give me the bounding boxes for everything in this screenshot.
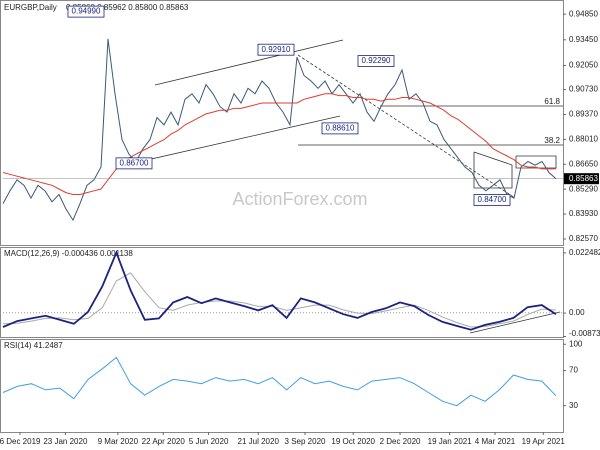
- ohlc-label: 0.85860 0.85962 0.85800 0.85863: [66, 3, 189, 12]
- y-tick-label: 0.92050: [569, 61, 598, 70]
- price-annotation: 0.94990: [72, 7, 101, 16]
- y-tick-label: 0.85290: [569, 184, 598, 193]
- channel-line: [124, 115, 341, 166]
- y-tick-label: 100: [569, 339, 583, 348]
- x-tick-label: 6 Dec 2019: [0, 437, 41, 446]
- y-tick-label: 0.90730: [569, 85, 598, 94]
- channel-line: [154, 39, 344, 86]
- y-tick-label: 0.93450: [569, 35, 598, 44]
- series-line: [2, 93, 556, 195]
- y-tick-label: 0.022482: [569, 248, 600, 257]
- macd-panel: [0, 247, 564, 338]
- series-line: [2, 356, 557, 407]
- rsi-label: RSI(14) 41.2487: [4, 341, 63, 350]
- x-tick-label: 23 Jan 2020: [43, 437, 88, 446]
- price-panel: [0, 0, 564, 246]
- y-tick-label: 0.94850: [569, 9, 598, 18]
- series-line: [2, 272, 557, 328]
- x-tick-label: 3 Sep 2020: [285, 437, 326, 446]
- y-tick-label: 0.83930: [569, 209, 598, 218]
- y-tick-label: -0.008736: [569, 329, 600, 338]
- fib-label: 61.8: [544, 97, 560, 106]
- price-annotation-box: [67, 5, 105, 18]
- last-price-label: 0.85863: [569, 174, 598, 183]
- y-tick-label: 0.88010: [569, 134, 598, 143]
- x-tick-label: 19 Jan 2021: [428, 437, 473, 446]
- price-annotation-box: [257, 43, 295, 56]
- rsi-panel: [0, 339, 564, 433]
- series-line: [2, 250, 557, 331]
- series-line: [2, 38, 557, 222]
- x-tick-label: 2 Dec 2020: [380, 437, 421, 446]
- price-annotation-box: [473, 194, 511, 206]
- x-tick-label: 9 Mar 2020: [98, 437, 139, 446]
- trend-line: [297, 54, 516, 199]
- y-tick-label: 70: [569, 366, 578, 375]
- x-tick-label: 5 Jun 2020: [189, 437, 229, 446]
- watermark: ActionForex.com: [232, 189, 367, 209]
- x-tick-label: 19 Apr 2021: [522, 437, 566, 446]
- price-annotation-box: [115, 157, 153, 170]
- last-price-box: [564, 173, 599, 185]
- x-tick-label: 19 Oct 2020: [331, 437, 375, 446]
- price-annotation: 0.92910: [262, 45, 291, 54]
- wedge: [473, 151, 513, 189]
- price-annotation-box: [321, 122, 359, 135]
- x-tick-label: 21 Jul 2020: [238, 437, 280, 446]
- symbol-label: EURGBP,Daily: [4, 3, 57, 12]
- macd-label: MACD(12,26,9) -0.000436 0.001138: [4, 249, 133, 258]
- fib-label: 38.2: [544, 136, 560, 145]
- box-pattern: [515, 155, 557, 169]
- y-tick-label: 0.82570: [569, 234, 598, 243]
- x-tick-label: 4 Mar 2021: [475, 437, 516, 446]
- macd-trend-line: [469, 311, 561, 334]
- price-annotation-box: [357, 55, 395, 67]
- y-tick-label: 0.00: [569, 308, 585, 317]
- price-annotation: 0.84700: [478, 195, 507, 204]
- x-tick-label: 22 Apr 2020: [142, 437, 186, 446]
- y-tick-label: 0.89370: [569, 110, 598, 119]
- price-annotation: 0.86700: [120, 158, 149, 167]
- y-tick-label: 0.86650: [569, 159, 598, 168]
- price-annotation: 0.88610: [326, 124, 355, 133]
- y-tick-label: 30: [569, 401, 578, 410]
- price-annotation: 0.92290: [362, 56, 391, 65]
